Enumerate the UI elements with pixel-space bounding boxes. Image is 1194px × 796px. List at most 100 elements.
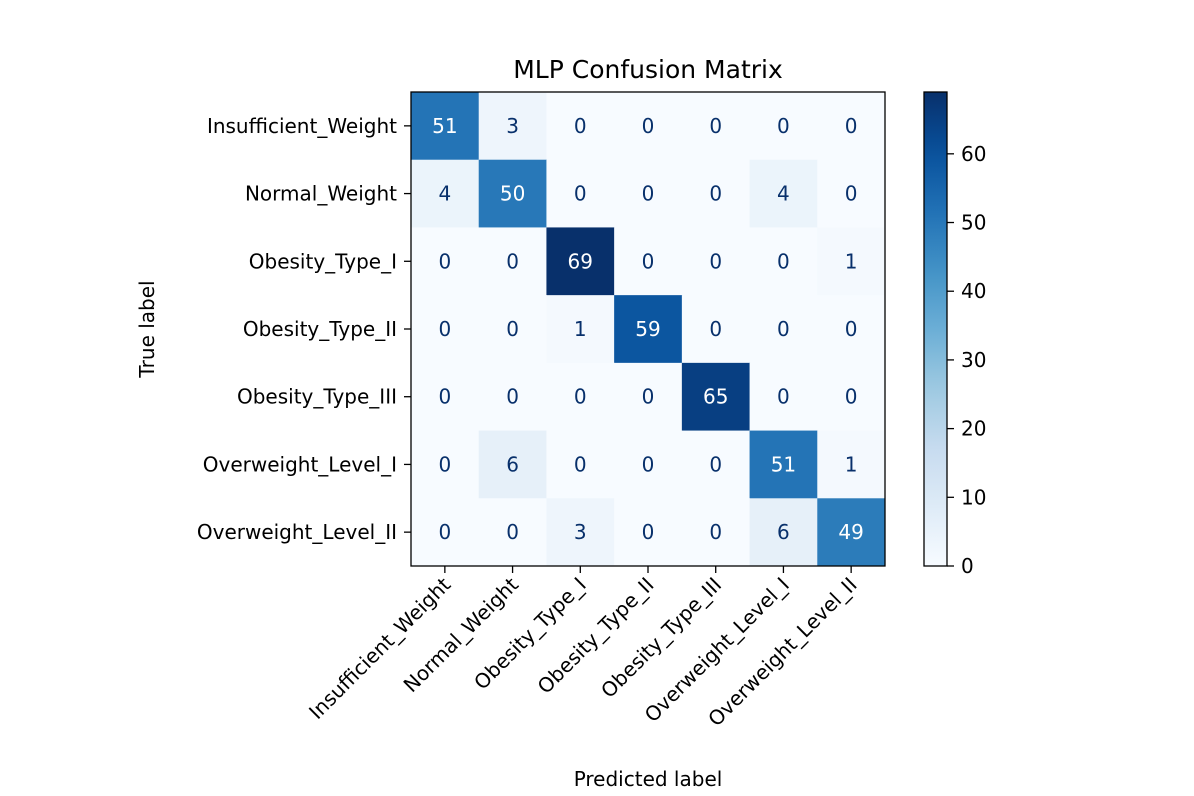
- colorbar-tick-label: 30: [961, 348, 986, 372]
- heatmap-cell: [411, 227, 480, 296]
- cell-value-label: 0: [777, 385, 790, 409]
- heatmap-cell: [546, 430, 615, 499]
- cell-value-label: 0: [574, 452, 587, 476]
- heatmap-cell: [749, 362, 818, 432]
- heatmap-cell: [411, 159, 480, 228]
- heatmap-cell: [749, 430, 818, 499]
- cell-value-label: 0: [574, 385, 587, 409]
- heatmap-cell: [817, 92, 886, 161]
- heatmap-cell: [681, 227, 751, 296]
- cell-value-label: 69: [568, 249, 593, 273]
- cell-value-label: 0: [506, 385, 519, 409]
- x-tick-label: Normal_Weight: [399, 572, 524, 697]
- y-tick-label: Overweight_Level_I: [203, 452, 397, 476]
- cell-value-label: 4: [777, 182, 790, 206]
- heatmap-cell: [478, 430, 547, 499]
- cell-value-label: 0: [845, 385, 858, 409]
- cell-value-label: 0: [642, 385, 655, 409]
- cell-value-label: 49: [838, 520, 863, 544]
- colorbar-tick-label: 0: [961, 554, 974, 578]
- cell-value-label: 6: [506, 452, 519, 476]
- heatmap-cell: [817, 295, 886, 364]
- heatmap-cell: [614, 159, 683, 228]
- heatmap-cell: [411, 430, 480, 499]
- cell-value-label: 0: [709, 452, 722, 476]
- cell-value-label: 51: [771, 452, 796, 476]
- colorbar: [923, 91, 948, 567]
- cell-value-label: 0: [709, 114, 722, 138]
- heatmap-cell: [817, 430, 886, 499]
- cell-value-label: 0: [709, 520, 722, 544]
- cell-value-label: 65: [703, 385, 728, 409]
- heatmap-cell: [411, 498, 480, 567]
- cell-value-label: 1: [845, 452, 858, 476]
- cell-value-label: 0: [709, 317, 722, 341]
- y-tick-label: Insufficient_Weight: [207, 114, 397, 138]
- heatmap-cell: [411, 362, 480, 432]
- heatmap-cell: [614, 362, 683, 432]
- chart-title: MLP Confusion Matrix: [513, 55, 783, 84]
- cell-value-label: 0: [438, 249, 451, 273]
- cell-value-label: 0: [709, 182, 722, 206]
- heatmap-cell: [614, 430, 683, 499]
- heatmap-cell: [478, 362, 547, 432]
- cell-value-label: 0: [845, 182, 858, 206]
- heatmap-cell: [681, 430, 751, 499]
- x-tick-label: Obesity_Type_III: [596, 573, 726, 703]
- heatmap-cell: [411, 295, 480, 364]
- cell-value-label: 0: [709, 249, 722, 273]
- cell-value-label: 0: [438, 452, 451, 476]
- colorbar-tick-label: 60: [961, 142, 986, 166]
- heatmap-cell: [817, 498, 886, 567]
- y-tick-label: Obesity_Type_II: [243, 317, 397, 341]
- heatmap-cell: [817, 362, 886, 432]
- cell-value-label: 1: [845, 249, 858, 273]
- heatmap-cell: [681, 498, 751, 567]
- y-axis-label: True label: [135, 280, 159, 378]
- heatmap-cell: [546, 498, 615, 567]
- heatmap-cell: [614, 92, 683, 161]
- y-tick-label: Obesity_Type_I: [249, 249, 397, 273]
- cell-value-label: 0: [845, 317, 858, 341]
- heatmap-cell: [546, 159, 615, 228]
- cell-value-label: 0: [845, 114, 858, 138]
- colorbar-tick-label: 50: [961, 211, 986, 235]
- heatmap-cell: [411, 92, 480, 161]
- cell-value-label: 0: [506, 317, 519, 341]
- heatmap-cell: [681, 295, 751, 364]
- heatmap-cell: [614, 227, 683, 296]
- heatmap-cell: [478, 159, 547, 228]
- cell-value-label: 51: [432, 114, 457, 138]
- heatmap-cell: [546, 227, 615, 296]
- cell-value-label: 0: [642, 520, 655, 544]
- colorbar-tick-label: 20: [961, 417, 986, 441]
- heatmap-cells: [411, 92, 886, 567]
- cell-value-label: 0: [777, 114, 790, 138]
- heatmap-cell-labels: 51 3 0 0 0 0 0 4 50 0 0 0 4 0 0 0 69 0 0 0 1 0 0 1 59 0 0 0 0 0 0 0 65 0 0…: [432, 114, 864, 544]
- cell-value-label: 0: [438, 317, 451, 341]
- cell-value-label: 59: [635, 317, 660, 341]
- cell-value-label: 1: [574, 317, 587, 341]
- cell-value-label: 50: [500, 182, 525, 206]
- heatmap-cell: [478, 295, 547, 364]
- y-axis-ticks: Insufficient_Weight Normal_Weight Obesity_…: [197, 114, 411, 544]
- heatmap-cell: [546, 295, 615, 364]
- heatmap-cell: [478, 92, 547, 161]
- cell-value-label: 0: [642, 114, 655, 138]
- cell-value-label: 0: [438, 520, 451, 544]
- cell-value-label: 3: [574, 520, 587, 544]
- cell-value-label: 3: [506, 114, 519, 138]
- heatmap-cell: [546, 362, 615, 432]
- cell-value-label: 0: [506, 520, 519, 544]
- heatmap-cell: [478, 498, 547, 567]
- heatmap-cell: [749, 159, 818, 228]
- heatmap-cell: [749, 227, 818, 296]
- heatmap-cell: [546, 92, 615, 161]
- cell-value-label: 0: [642, 249, 655, 273]
- cell-value-label: 0: [642, 182, 655, 206]
- x-axis-ticks: Insufficient_WeightNormal_WeightObesity_…: [304, 566, 862, 731]
- cell-value-label: 0: [506, 249, 519, 273]
- heatmap-cell: [614, 498, 683, 567]
- heatmap-cell: [681, 92, 751, 161]
